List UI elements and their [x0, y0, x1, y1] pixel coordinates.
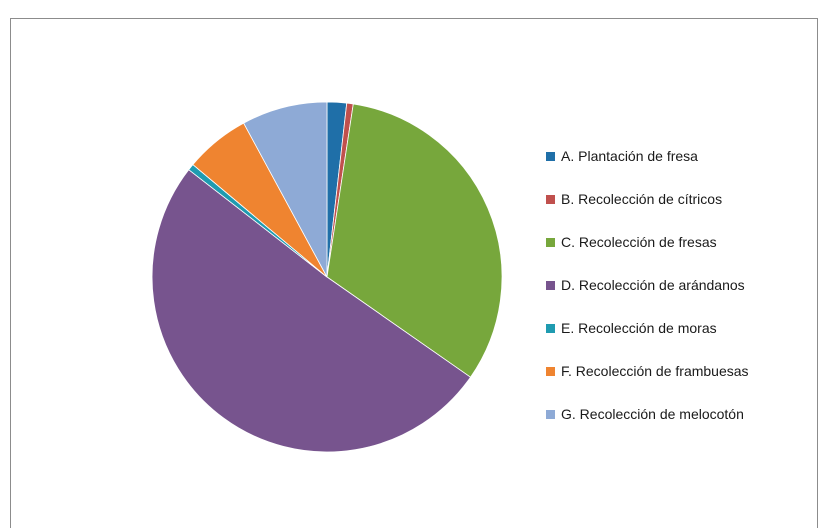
legend-swatch	[546, 237, 555, 247]
legend-item-e: E. Recolección de moras	[546, 318, 749, 338]
legend-item-b: B. Recolección de cítricos	[546, 189, 749, 209]
legend-swatch	[546, 194, 555, 204]
legend-item-a: A. Plantación de fresa	[546, 146, 749, 166]
legend-swatch	[546, 323, 555, 333]
chart-frame	[10, 18, 818, 528]
legend-label: F. Recolección de frambuesas	[561, 363, 749, 379]
legend-label: A. Plantación de fresa	[561, 148, 698, 164]
pie-slice-d	[151, 169, 472, 453]
legend-swatch	[546, 151, 555, 161]
legend-label: D. Recolección de arándanos	[561, 277, 745, 293]
legend-item-c: C. Recolección de fresas	[546, 232, 749, 252]
legend-item-g: G. Recolección de melocotón	[546, 404, 749, 424]
pie-slice-c	[326, 103, 503, 378]
legend-item-f: F. Recolección de frambuesas	[546, 361, 749, 381]
pie-slices	[151, 101, 503, 453]
legend-swatch	[546, 280, 555, 290]
legend-item-d: D. Recolección de arándanos	[546, 275, 749, 295]
legend-label: E. Recolección de moras	[561, 320, 717, 336]
legend-label: C. Recolección de fresas	[561, 234, 717, 250]
chart-legend: A. Plantación de fresa B. Recolección de …	[546, 146, 749, 447]
legend-swatch	[546, 409, 555, 419]
legend-label: G. Recolección de melocotón	[561, 406, 744, 422]
pie-slice-g	[243, 101, 328, 278]
legend-swatch	[546, 366, 555, 376]
legend-label: B. Recolección de cítricos	[561, 191, 723, 207]
